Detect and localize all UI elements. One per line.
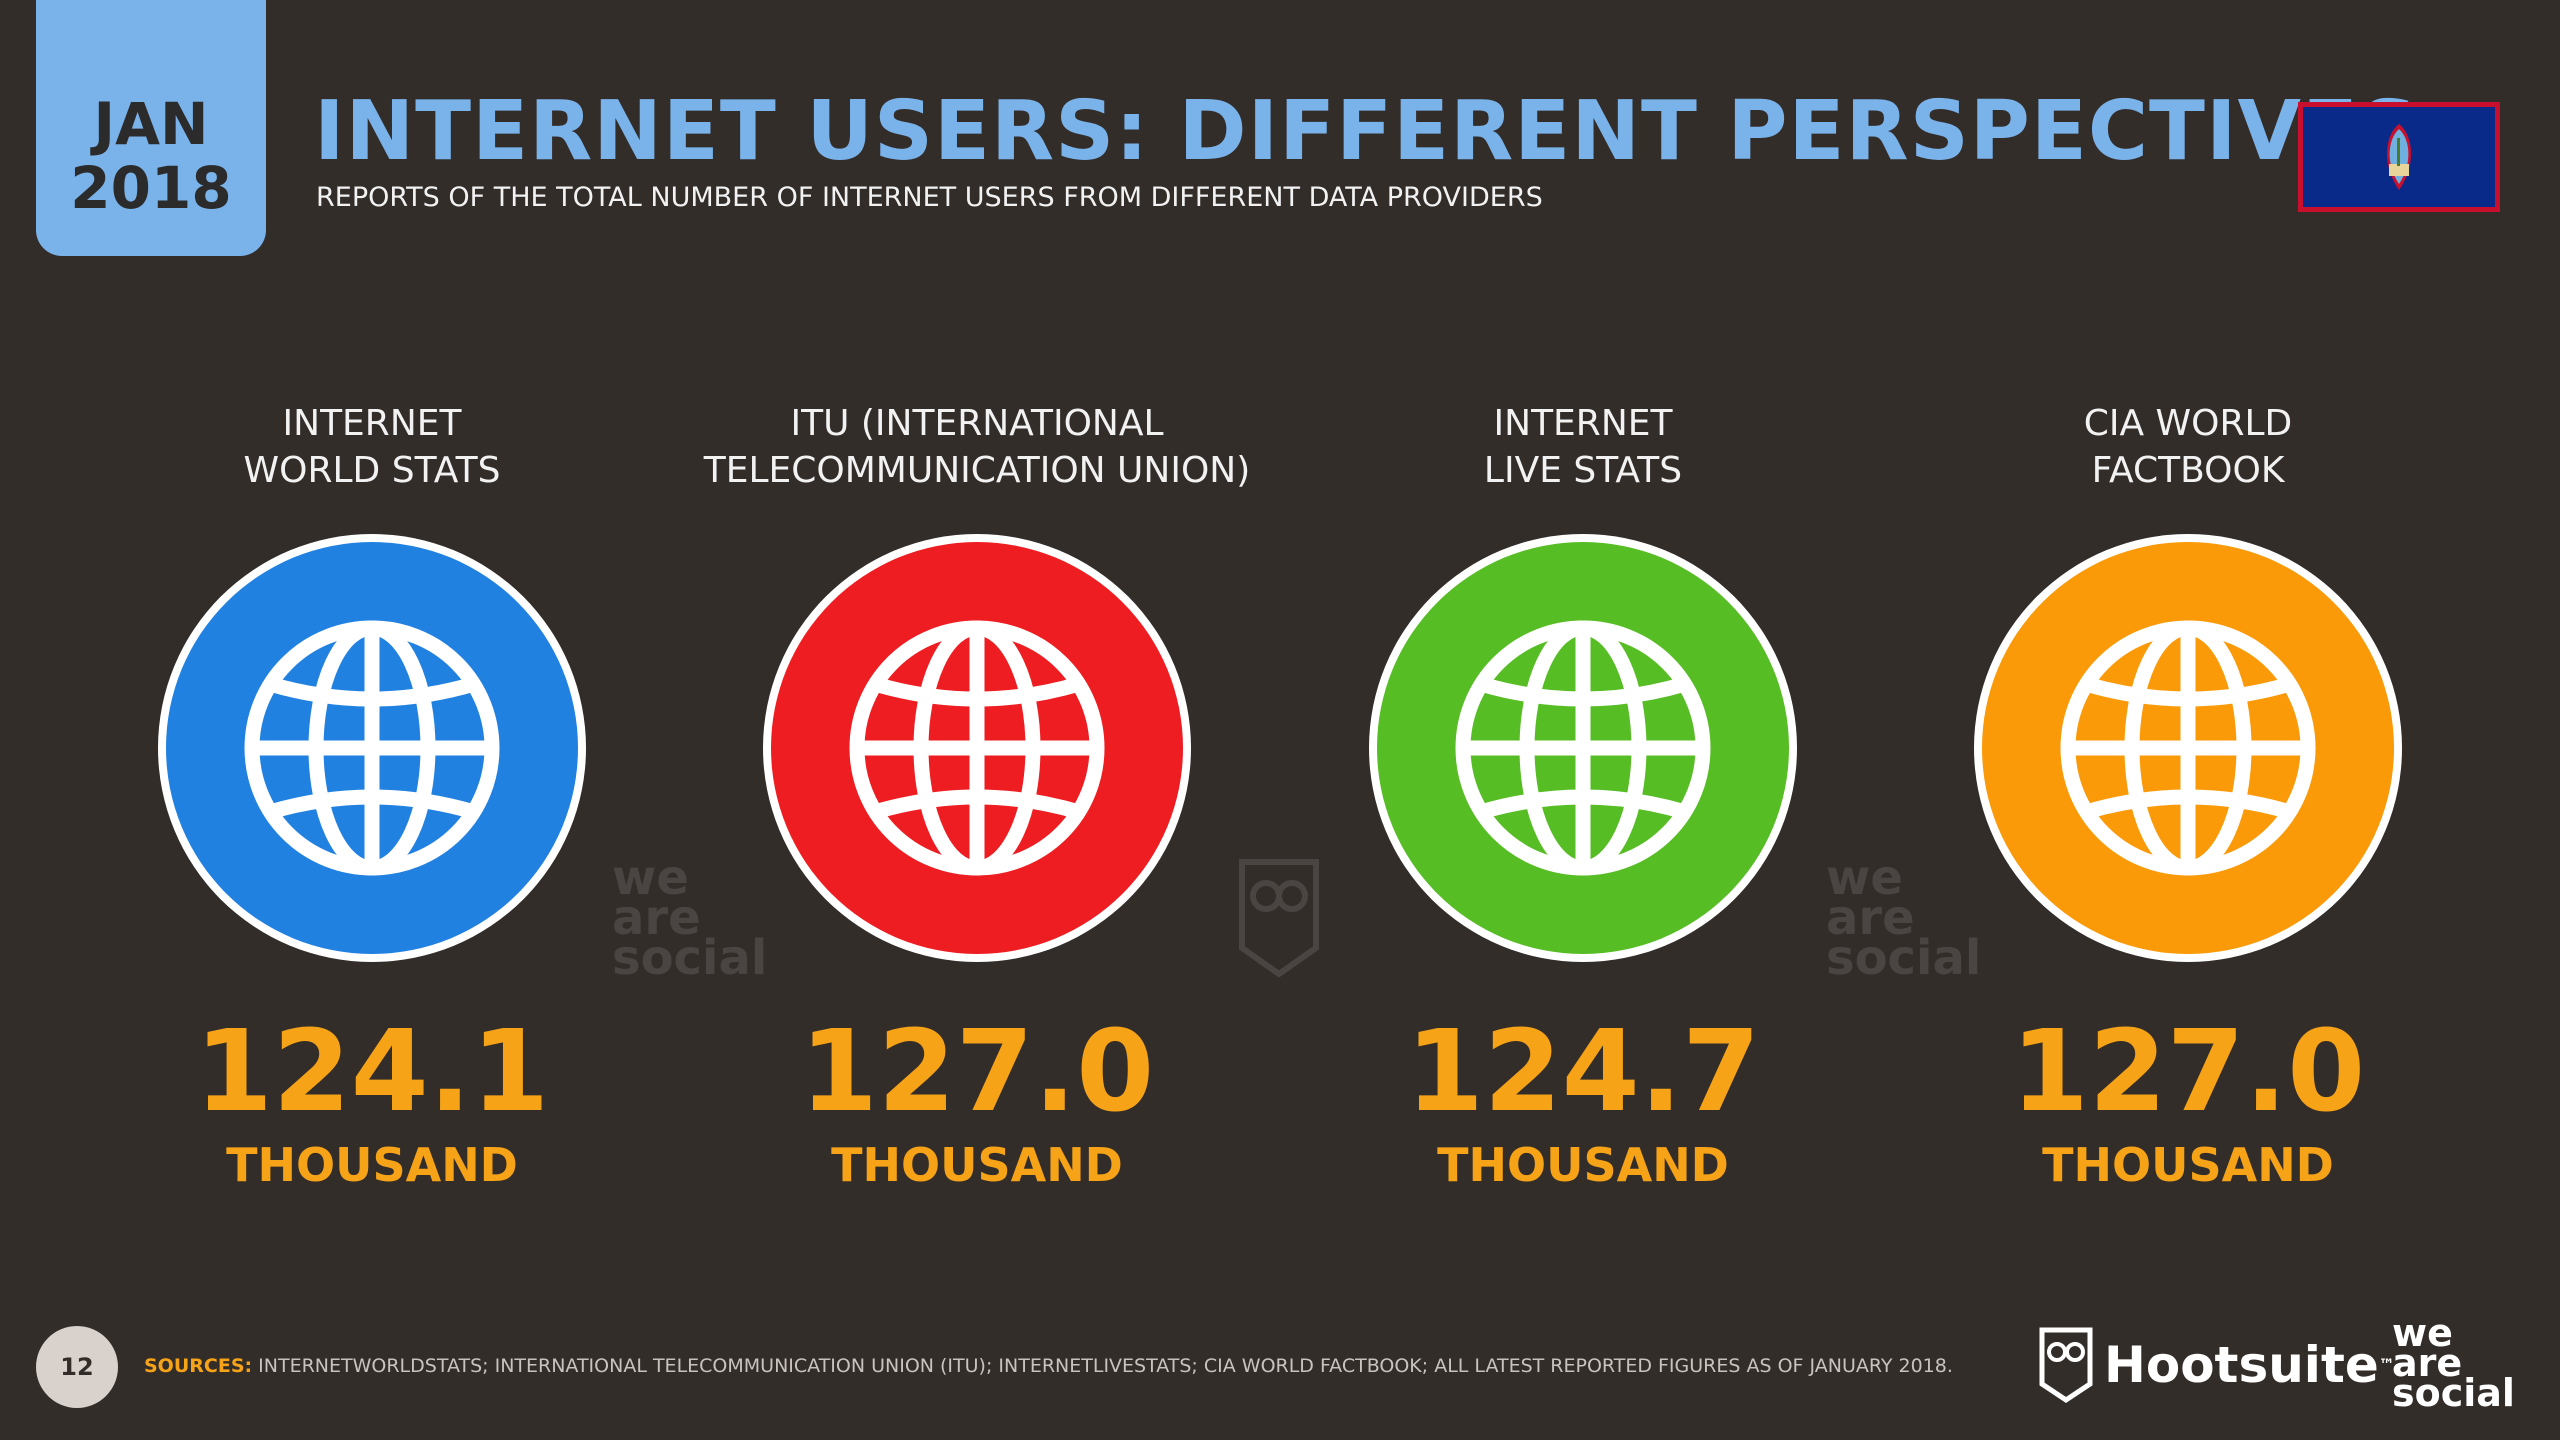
we-are-social-logo: we are social: [2392, 1311, 2515, 1415]
page-number: 12: [36, 1326, 118, 1408]
provider-value: 127.0: [799, 1007, 1155, 1137]
provider-badge: [158, 534, 586, 962]
provider-unit: THOUSAND: [1437, 1138, 1729, 1192]
we-are-social-watermark: we are social: [612, 850, 768, 986]
globe-icon: [1455, 620, 1711, 876]
provider-unit: THOUSAND: [831, 1138, 1123, 1192]
sources-note: SOURCES: INTERNETWORLDSTATS; INTERNATION…: [144, 1352, 1953, 1380]
date-tab: JAN 2018: [36, 0, 266, 256]
provider-unit: THOUSAND: [2042, 1138, 2334, 1192]
globe-icon: [849, 620, 1105, 876]
guam-flag-icon: [2298, 102, 2500, 212]
we-are-social-watermark: we are social: [1826, 850, 1982, 986]
page-subtitle: REPORTS OF THE TOTAL NUMBER OF INTERNET …: [316, 182, 1543, 213]
provider-value: 127.0: [2010, 1007, 2366, 1137]
hootsuite-logo: Hootsuite™: [2104, 1336, 2395, 1394]
provider-badge: [763, 534, 1191, 962]
globe-icon: [2060, 620, 2316, 876]
hootsuite-owl-watermark-icon: [1239, 859, 1319, 978]
provider-unit: THOUSAND: [226, 1138, 518, 1192]
provider-label: INTERNET WORLD STATS: [243, 403, 501, 491]
date-month: JAN: [93, 90, 209, 158]
globe-icon: [244, 620, 500, 876]
hootsuite-owl-icon: [2039, 1327, 2093, 1404]
sources-key: SOURCES:: [144, 1355, 253, 1377]
date-year: 2018: [70, 154, 232, 222]
provider-label: CIA WORLD FACTBOOK: [2083, 403, 2293, 491]
provider-value: 124.7: [1405, 1007, 1761, 1137]
provider-badge: [1369, 534, 1797, 962]
provider-label: INTERNET LIVE STATS: [1483, 403, 1683, 491]
provider-label: ITU (INTERNATIONAL TELECOMMUNICATION UNI…: [703, 403, 1251, 491]
provider-value: 124.1: [194, 1007, 550, 1137]
page-title: INTERNET USERS: DIFFERENT PERSPECTIVES: [314, 84, 2420, 179]
provider-badge: [1974, 534, 2402, 962]
sources-text: INTERNETWORLDSTATS; INTERNATIONAL TELECO…: [258, 1355, 1953, 1377]
